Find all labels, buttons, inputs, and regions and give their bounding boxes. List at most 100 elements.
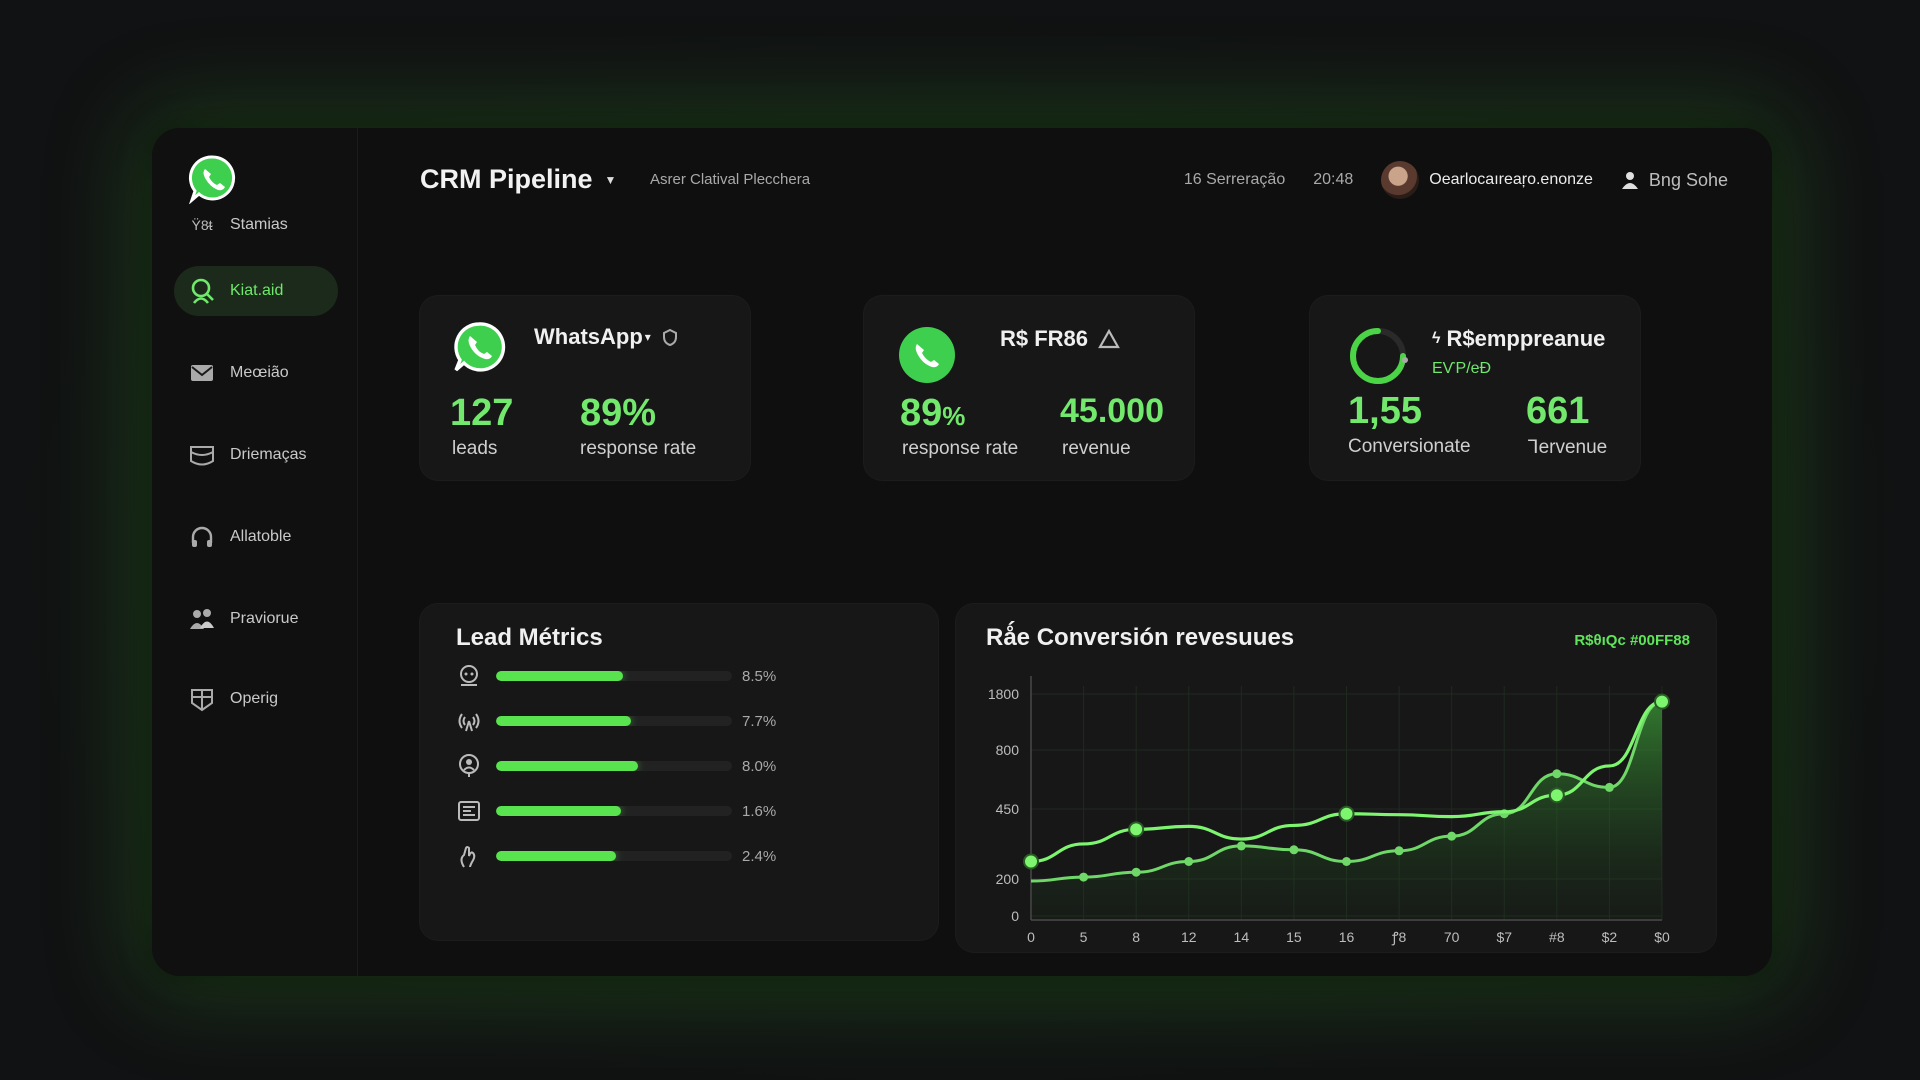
metric-row: 1.6% xyxy=(456,797,796,825)
sidebar: Ϋ8ᵵ Stamias Kiat.aid Meœião Driemaças xyxy=(152,128,358,976)
panel-title: Lead Métrics xyxy=(456,624,603,651)
conversion-chart-panel: Rǻe Conversión revesuues R$θıQc #00FF88 … xyxy=(956,604,1716,952)
date-label: 16 Serreração xyxy=(1183,171,1286,188)
series-point xyxy=(1338,805,1355,822)
page-title: CRM Pipeline xyxy=(420,164,593,194)
x-tick-label: $7 xyxy=(1496,929,1512,945)
kpi-value: 1,55 xyxy=(1348,390,1422,432)
kpi-title: WhatsApp ▾ xyxy=(534,324,679,350)
series-point xyxy=(1289,845,1299,855)
progress-fill xyxy=(496,761,638,771)
metric-value: 8.0% xyxy=(742,757,777,775)
person-pin-icon xyxy=(456,753,482,779)
series-point xyxy=(1131,867,1141,877)
series-point xyxy=(1236,841,1246,851)
page-subtitle: Asrer Clatival Plecchera xyxy=(650,171,811,188)
kpi-value: 661 xyxy=(1526,390,1590,432)
sidebar-item-stamias[interactable]: Ϋ8ᵵ Stamias xyxy=(174,200,338,250)
metric-row: 8.0% xyxy=(456,752,796,780)
shield-icon xyxy=(662,328,677,346)
sidebar-item-label: Kiat.aid xyxy=(230,282,284,299)
hand-icon xyxy=(456,843,482,869)
metric-value: 1.6% xyxy=(742,802,777,820)
progress-fill xyxy=(496,716,631,726)
sidebar-item-label: Praviorue xyxy=(230,610,299,627)
series-line xyxy=(1030,700,1663,883)
sidebar-item-praviorue[interactable]: Praviorue xyxy=(174,594,338,644)
list-check-icon xyxy=(456,798,482,824)
chart-legend[interactable]: R$θıQc #00FF88 xyxy=(1574,632,1690,649)
kpi-card-conversion[interactable]: ϟ R$emppreanue EѴP/eÐ 1,55 Conversionate… xyxy=(1310,296,1640,480)
sidebar-item-label: Stamias xyxy=(230,216,288,233)
x-tick-label: $2 xyxy=(1602,929,1618,945)
kpi-label: response rate xyxy=(902,438,1019,459)
y-tick-label: 0 xyxy=(1011,908,1019,924)
metric-value: 7.7% xyxy=(742,712,777,730)
y-tick-label: 1800 xyxy=(988,686,1019,702)
progress-track xyxy=(496,761,732,771)
progress-track xyxy=(496,716,732,726)
y-tick-label: 200 xyxy=(996,871,1020,887)
metric-value: 2.4% xyxy=(742,847,777,865)
sidebar-item-driemacas[interactable]: Driemaças xyxy=(174,430,338,480)
sidebar-item-label: Meœião xyxy=(230,364,289,381)
x-tick-label: 15 xyxy=(1286,929,1302,945)
kpi-title: R$ FR86 xyxy=(1000,326,1120,352)
kpi-card-whatsapp[interactable]: WhatsApp ▾ 127 leads 89% response rate xyxy=(420,296,750,480)
chat-bot-icon xyxy=(456,663,482,689)
profile-button[interactable]: Bng Sohe xyxy=(1621,170,1728,191)
phone-icon xyxy=(899,327,955,383)
kpi-label: Ꞁervenue xyxy=(1528,437,1608,458)
page-title-dropdown[interactable]: CRM Pipeline ▼ xyxy=(420,164,616,195)
whatsapp-logo-icon[interactable] xyxy=(188,154,238,204)
kpi-label: revenue xyxy=(1062,438,1131,459)
sidebar-item-allatoble[interactable]: Allatoble xyxy=(174,512,338,562)
group-icon xyxy=(188,605,216,633)
chart-title: Rǻe Conversión revesuues xyxy=(986,624,1295,651)
sidebar-item-label: Operig xyxy=(230,690,279,707)
series-point xyxy=(1342,857,1351,866)
x-tick-label: #8 xyxy=(1549,929,1565,945)
loading-ring-icon xyxy=(1350,328,1408,384)
x-tick-label: 70 xyxy=(1444,929,1460,945)
x-tick-label: ꝭ8 xyxy=(1391,929,1407,946)
ytc-text-icon: Ϋ8ᵵ xyxy=(191,217,213,233)
app-window: Ϋ8ᵵ Stamias Kiat.aid Meœião Driemaças xyxy=(152,128,1772,976)
bolt-icon: ϟ xyxy=(1432,330,1441,347)
user-account[interactable]: Oearlocaıreaŗo.enonze xyxy=(1381,161,1593,199)
kpi-value: 127 xyxy=(450,392,514,434)
kpi-label: Conversionate xyxy=(1348,436,1471,457)
series-point xyxy=(1184,857,1194,866)
metric-row: 8.5% xyxy=(456,662,796,690)
progress-track xyxy=(496,806,732,816)
series-point xyxy=(1548,787,1565,804)
sidebar-item-kiat-aid[interactable]: Kiat.aid xyxy=(174,266,338,316)
series-point xyxy=(1023,853,1039,870)
time-label: 20:48 xyxy=(1313,171,1354,188)
kpi-subtitle: EѴP/eÐ xyxy=(1432,360,1492,377)
kpi-label: response rate xyxy=(580,438,697,459)
x-tick-label: 12 xyxy=(1181,929,1197,945)
sidebar-item-label: Driemaças xyxy=(230,446,307,463)
topbar-right: 16 Serreração 20:48 Oearlocaıreaŗo.enonz… xyxy=(1184,158,1728,202)
kpi-title-text: R$emppreanue xyxy=(1446,326,1606,351)
kpi-title-suffix: ▾ xyxy=(644,330,651,344)
kpi-title-text: WhatsApp xyxy=(534,324,643,349)
kpi-title-text: R$ FR86 xyxy=(1000,326,1089,351)
sidebar-item-operig[interactable]: Operig xyxy=(174,674,338,724)
progress-fill xyxy=(496,851,617,861)
x-tick-label: 5 xyxy=(1080,929,1088,945)
line-chart: 1800 800 450 200 00 5 8 12 14 15 16 ꝭ8 70 $7 #8 $2 $0 xyxy=(988,676,1670,946)
whatsapp-icon xyxy=(454,322,506,372)
kpi-value: 89% xyxy=(900,392,966,434)
progress-track xyxy=(496,671,732,681)
avatar xyxy=(1381,161,1420,199)
profile-label: Bng Sohe xyxy=(1648,169,1728,190)
progress-fill xyxy=(496,671,624,681)
grid-badge-icon xyxy=(188,685,216,713)
tray-icon xyxy=(188,441,216,469)
sidebar-item-meciao[interactable]: Meœião xyxy=(174,348,338,398)
user-email: Oearlocaıreaŗo.enonze xyxy=(1429,171,1593,188)
kpi-label: leads xyxy=(452,438,498,459)
kpi-card-revenue[interactable]: R$ FR86 89% response rate 45.000 revenue xyxy=(864,296,1194,480)
